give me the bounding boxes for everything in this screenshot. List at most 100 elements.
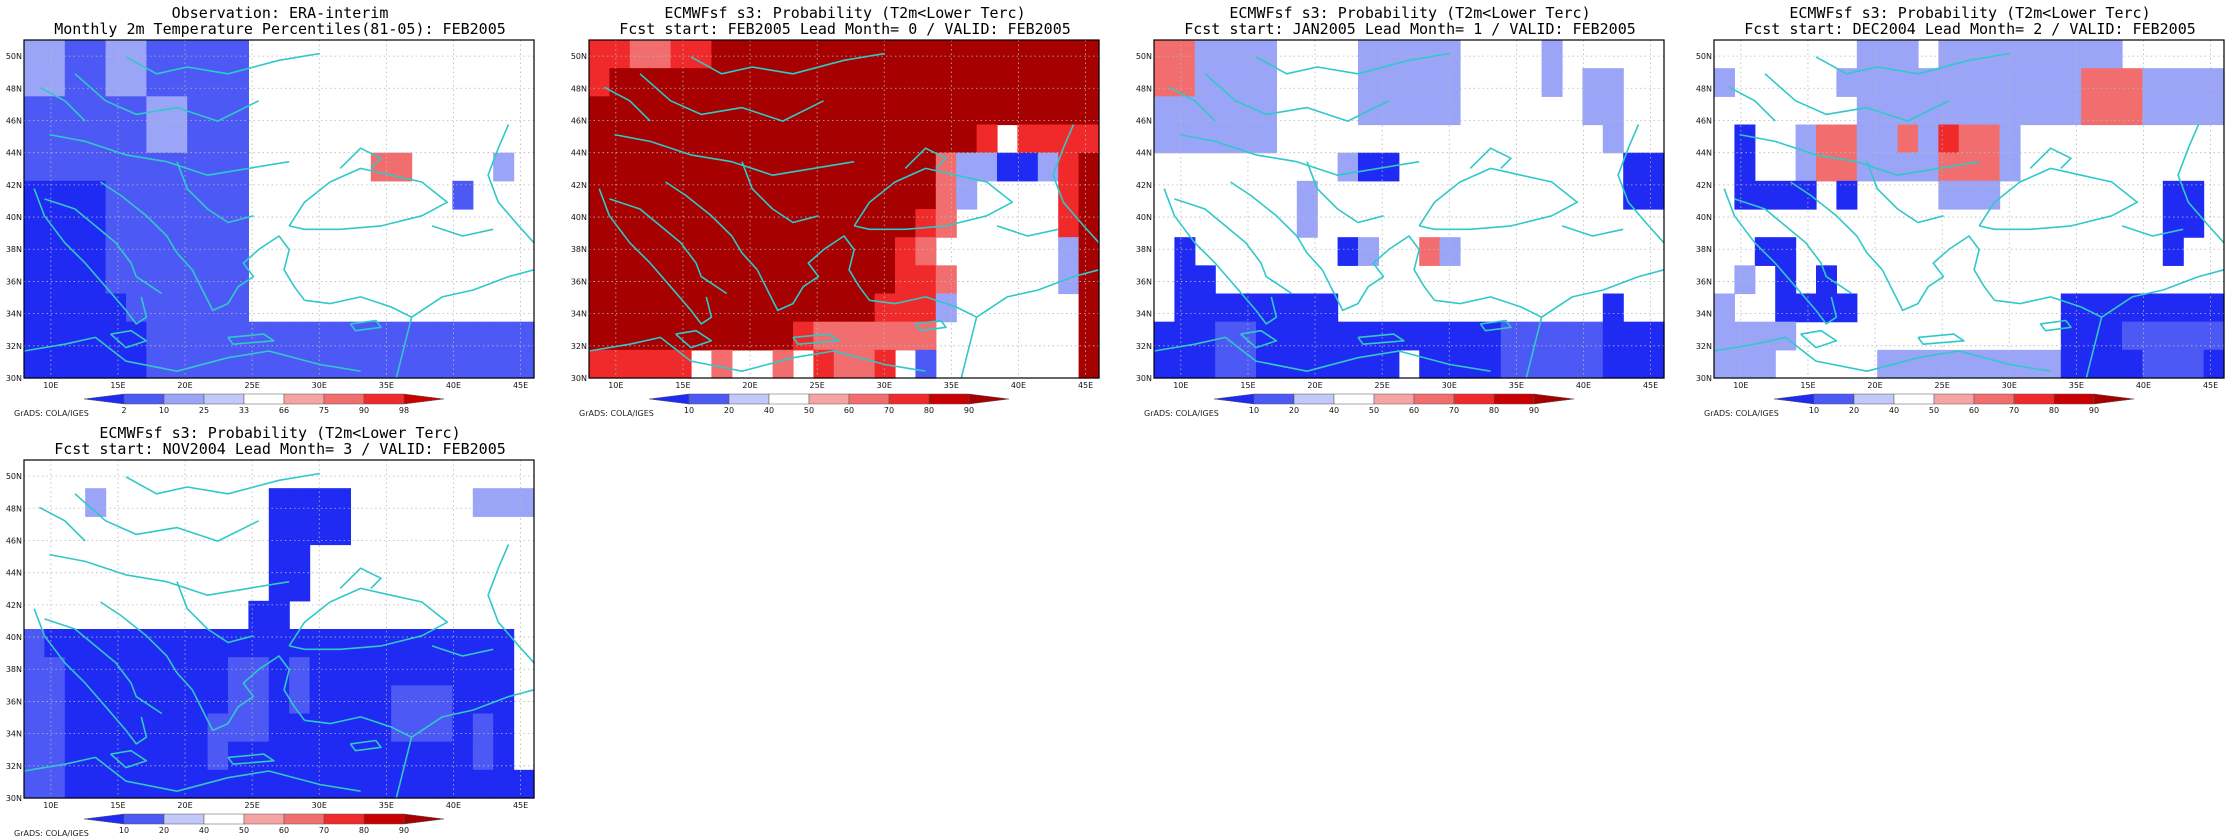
grid-cell [1582,349,1604,379]
grid-cell [64,209,86,238]
grid-cell [752,321,774,351]
grid-cell [1521,321,1543,351]
lat-tick-label: 40N [1696,213,1712,222]
grid-cell [813,293,835,323]
coastline [411,689,535,738]
grid-cell [1836,68,1858,97]
coastline [44,198,163,295]
grid-cell [1877,124,1899,154]
map-svg: 10E 15E 20E 25E 30E 35E 40E 45E 30N 32N 34N 36N 38N 4… [6,39,535,418]
lon-tick-label: 45E [513,801,528,810]
lon-tick-label: 20E [177,801,192,810]
grid-cell [895,68,916,97]
colorbar-label: 60 [1969,406,1979,415]
grid-cell [813,265,835,295]
lat-tick-label: 42N [1696,181,1712,190]
lat-tick-label: 36N [1696,277,1712,286]
grid-cell [24,152,45,182]
colorbar-label: 70 [319,826,329,835]
colorbar-label: 90 [399,826,409,835]
grid-cell [629,180,651,210]
grid-cell [609,40,631,69]
grid-cell [228,209,249,238]
grid-cell [105,265,127,295]
colorbar-segment [2013,393,2055,405]
grid-cell [670,152,692,182]
grid-cell [166,96,188,126]
colorbar-segment [203,813,245,825]
grid-cell [1194,40,1216,69]
grid-cell [207,741,229,771]
grid-cell [1296,180,1318,210]
colorbar-label: 20 [1849,406,1859,415]
grid-cell [1378,40,1400,69]
grid-cell [146,180,168,210]
grid-cell [1358,237,1379,266]
coastline [411,269,535,318]
coastline [487,544,535,664]
coastline [603,86,651,122]
grid-cell [589,68,610,97]
grid-cell [2081,321,2103,351]
grid-cell [64,152,86,182]
lat-tick-label: 32N [571,342,587,351]
grid-cell [1979,40,2001,69]
colorbar-segment [1773,393,1815,405]
grid-cell [1037,40,1059,69]
grid-cell [629,152,651,182]
lon-tick-label: 45E [1078,381,1093,390]
grid-cell [1078,180,1100,210]
colorbar-label: 50 [1929,406,1939,415]
grid-cell [289,516,311,546]
grid-cell [1521,349,1543,379]
grid-cell [493,713,515,743]
grid-cell [731,96,753,126]
shaded-cells [24,40,535,379]
grid-cell [289,572,311,602]
grid-cell [1078,96,1100,126]
grid-cell [1256,124,1277,154]
grid-cell [956,96,978,126]
grid-cell [2142,96,2164,126]
grid-cell [126,657,147,686]
grid-cell [1256,321,1277,351]
grid-cell [711,40,733,69]
lon-tick-label: 30E [1442,381,1457,390]
grid-cell [1215,68,1237,97]
grid-cell [874,124,896,154]
lat-tick-label: 34N [1696,310,1712,319]
grid-cell [391,629,413,658]
colorbar: 10 20 40 50 60 70 80 90 [1213,393,1575,415]
grid-cell [895,40,916,69]
grid-cell [1958,180,1980,210]
grid-cell [1602,349,1624,379]
grid-cell [915,152,937,182]
colorbar-label: 80 [1489,406,1499,415]
grid-cell [793,152,814,182]
coastline [1728,86,1776,122]
colorbar-label: 10 [684,406,694,415]
grid-cell [956,124,978,154]
grid-cell [513,488,535,517]
coastline [44,618,163,715]
lon-tick-label: 25E [245,801,260,810]
grid-cell [105,237,127,266]
colorbar-segment [1333,393,1375,405]
lat-tick-label: 38N [1696,245,1712,254]
grid-cell [289,769,311,799]
grid-cell [1714,293,1735,323]
grid-cell [1256,40,1277,69]
grid-cell [1877,96,1899,126]
grid-cell [1296,349,1318,379]
grid-cell [493,629,515,658]
coastline [1764,73,1949,122]
coastline [125,472,320,495]
grid-cell [997,40,1018,69]
grid-cell [1602,293,1624,323]
grid-cell [370,152,392,182]
grid-cell [1215,40,1237,69]
grid-cell [370,349,392,379]
grid-cell [670,293,692,323]
lat-tick-label: 50N [1136,52,1152,61]
grid-cell [752,180,774,210]
